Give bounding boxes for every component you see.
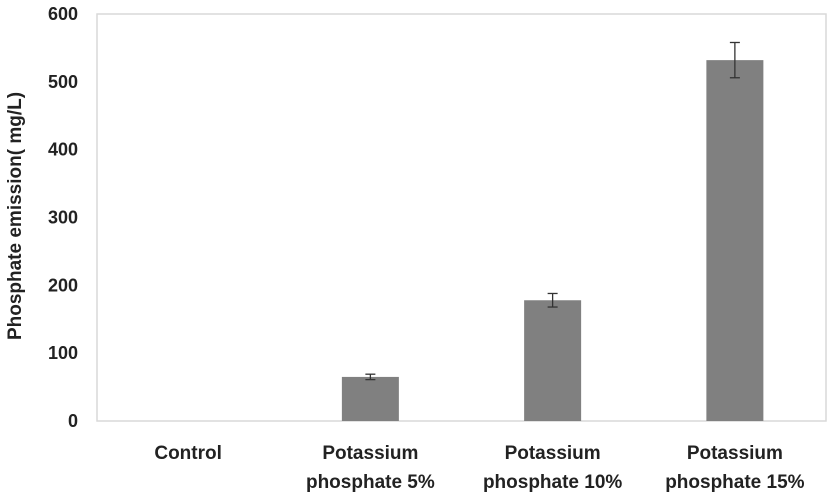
y-tick-label: 500 [48,72,78,92]
y-axis-tick-labels: 0 100 200 300 400 500 600 [48,4,78,431]
y-tick-label: 100 [48,343,78,363]
x-category-label: Potassium phosphate 15% [665,443,804,493]
plot-border [96,13,827,422]
bar [341,376,399,421]
x-category-label: Potassium phosphate 5% [306,443,435,493]
plot-area [96,13,827,422]
y-tick-label: 400 [48,140,78,160]
error-bar [547,292,558,308]
x-category-label: Control [154,443,222,464]
x-category-label: Potassium phosphate 10% [483,443,622,493]
y-tick-label: 0 [68,411,78,431]
bar [524,300,582,421]
bar [706,60,764,421]
bars [341,60,764,421]
y-tick-label: 200 [48,275,78,295]
x-axis-category-labels: Control Potassium phosphate 5% Potassium pho… [154,443,804,493]
error-bar [729,41,740,79]
y-tick-label: 600 [48,4,78,24]
y-tick-label: 300 [48,208,78,228]
y-axis-title: Phosphate emission( mg/L) [5,92,26,340]
error-bars [365,41,740,381]
error-bar [365,373,376,381]
